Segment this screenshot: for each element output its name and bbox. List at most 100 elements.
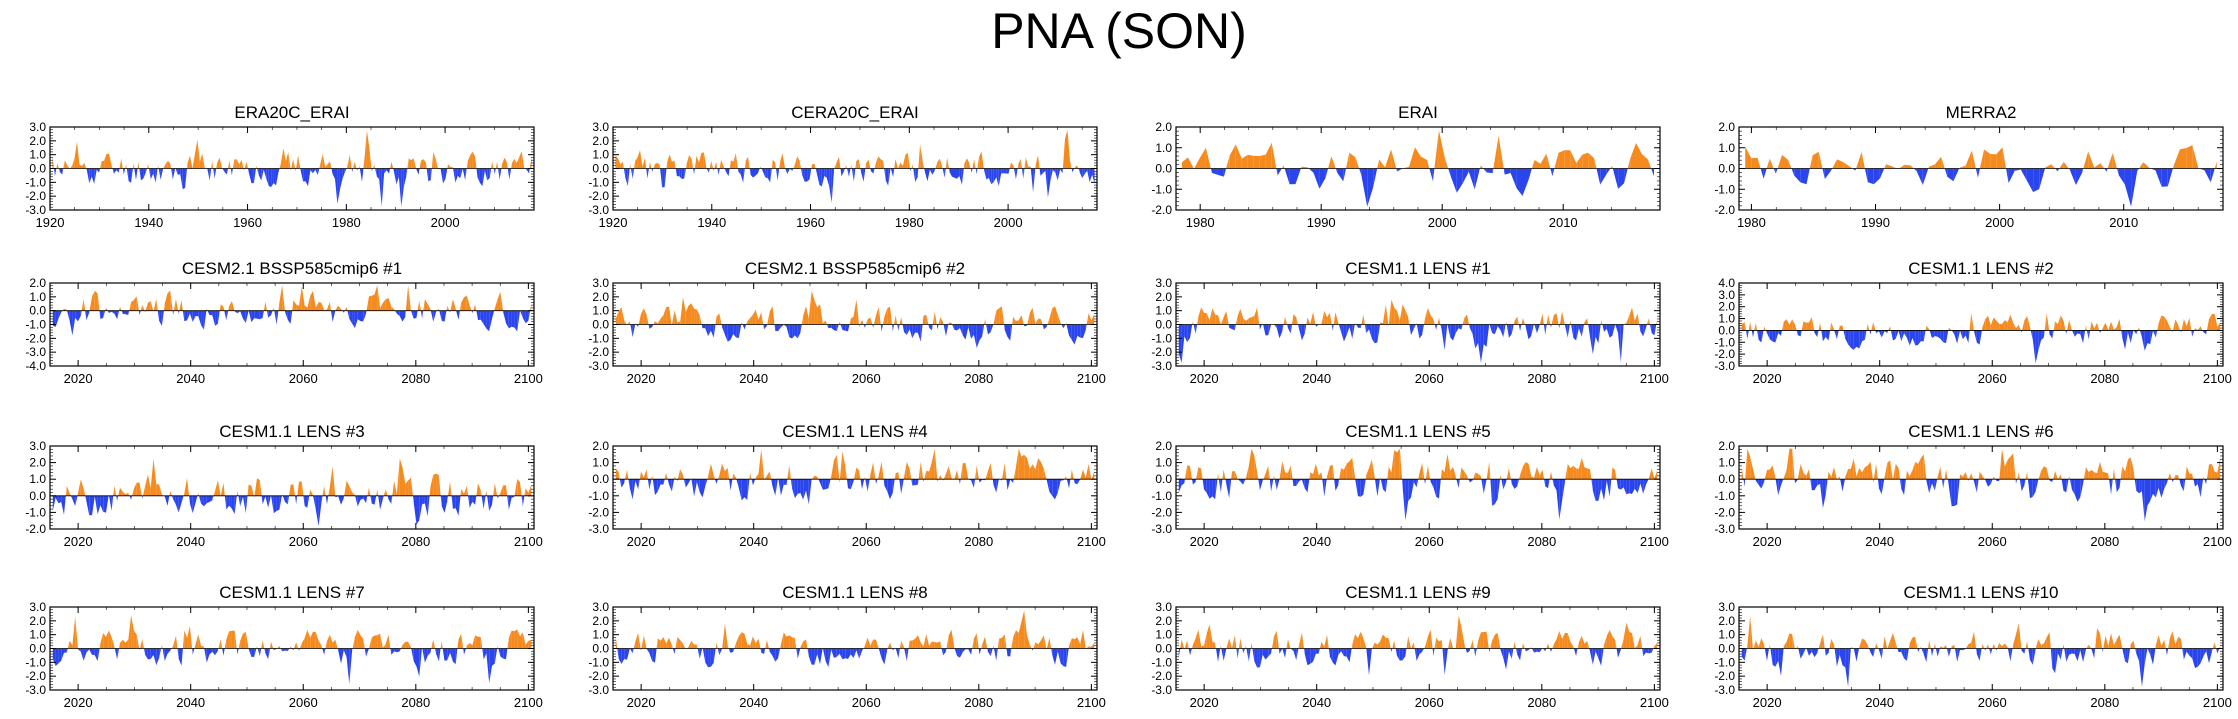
positive-area xyxy=(1462,318,1465,325)
positive-area xyxy=(2090,321,2092,331)
negative-area xyxy=(1046,324,1048,327)
negative-area xyxy=(455,648,458,665)
negative-area xyxy=(1411,479,1414,498)
negative-area xyxy=(503,648,506,660)
negative-area xyxy=(1223,648,1227,661)
negative-area xyxy=(100,310,104,319)
positive-area xyxy=(1246,465,1249,480)
y-tick-label: -1.0 xyxy=(1151,331,1172,345)
positive-area xyxy=(1993,317,1997,331)
negative-area xyxy=(2203,330,2207,335)
negative-area xyxy=(901,479,904,495)
negative-area xyxy=(240,495,243,507)
positive-area xyxy=(667,154,670,169)
positive-area xyxy=(1990,154,1997,169)
positive-area xyxy=(292,300,294,311)
positive-area xyxy=(335,305,339,311)
positive-area xyxy=(1021,315,1024,325)
negative-area xyxy=(2052,330,2054,339)
negative-area xyxy=(1069,479,1071,489)
negative-area xyxy=(655,479,658,496)
negative-area xyxy=(2195,479,2198,487)
negative-area xyxy=(1494,479,1498,505)
negative-area xyxy=(1550,324,1552,328)
positive-area xyxy=(424,299,428,311)
positive-area xyxy=(1782,321,1784,331)
positive-area xyxy=(1011,637,1014,649)
positive-area xyxy=(437,308,439,311)
negative-area xyxy=(1943,479,1945,489)
positive-area xyxy=(327,161,331,169)
negative-area xyxy=(111,310,115,314)
negative-area xyxy=(61,310,63,313)
x-tick-label: 2040 xyxy=(1302,371,1331,386)
positive-area xyxy=(2069,319,2072,331)
positive-area xyxy=(472,635,476,649)
positive-area xyxy=(1493,135,1499,169)
positive-area xyxy=(1427,159,1430,169)
negative-area xyxy=(439,310,442,321)
positive-area xyxy=(711,160,714,169)
negative-area xyxy=(64,648,67,653)
positive-area xyxy=(372,164,375,169)
negative-area xyxy=(871,168,874,174)
positive-area xyxy=(136,482,140,496)
positive-area xyxy=(1013,165,1014,169)
negative-area xyxy=(708,168,710,173)
negative-area xyxy=(883,479,885,486)
negative-area xyxy=(86,495,90,516)
positive-area xyxy=(1080,630,1083,649)
y-tick-label: 1.0 xyxy=(29,628,46,642)
positive-area xyxy=(376,489,378,496)
negative-area xyxy=(1646,479,1649,485)
negative-area xyxy=(371,495,375,505)
positive-area xyxy=(982,636,986,649)
positive-area xyxy=(635,157,638,169)
negative-area xyxy=(1052,648,1055,665)
positive-area xyxy=(863,646,865,649)
negative-area xyxy=(872,324,874,328)
negative-area xyxy=(476,168,478,178)
positive-area xyxy=(2091,470,2095,480)
negative-area xyxy=(928,324,930,328)
negative-area xyxy=(843,168,846,172)
positive-area xyxy=(2027,315,2030,331)
positive-area xyxy=(517,479,520,496)
negative-area xyxy=(206,648,210,663)
negative-area xyxy=(1761,479,1765,489)
negative-area xyxy=(2144,330,2148,351)
positive-area xyxy=(508,630,512,649)
negative-area xyxy=(299,648,300,651)
positive-area xyxy=(1035,458,1039,480)
negative-area xyxy=(923,479,925,482)
positive-area xyxy=(752,636,756,649)
negative-area xyxy=(441,495,445,513)
negative-area xyxy=(215,310,218,326)
positive-area xyxy=(2100,163,2105,169)
negative-area xyxy=(52,310,56,327)
negative-area xyxy=(740,168,744,183)
negative-area xyxy=(1033,168,1036,193)
positive-area xyxy=(934,311,937,325)
negative-area xyxy=(1492,324,1495,335)
positive-area xyxy=(2057,315,2061,331)
negative-area xyxy=(1604,324,1607,332)
positive-area xyxy=(1071,469,1074,480)
positive-area xyxy=(1285,316,1288,325)
negative-area xyxy=(128,168,132,183)
negative-area xyxy=(2191,330,2193,337)
negative-area xyxy=(113,168,117,174)
negative-area xyxy=(356,168,358,171)
x-tick-label: 2080 xyxy=(1527,371,1556,386)
negative-area xyxy=(338,495,341,505)
positive-area xyxy=(696,155,699,169)
positive-area xyxy=(1397,448,1400,480)
negative-area xyxy=(396,168,399,185)
positive-area xyxy=(507,162,508,169)
negative-area xyxy=(1573,324,1577,341)
negative-area xyxy=(1450,324,1453,341)
negative-area xyxy=(2055,168,2058,172)
positive-area xyxy=(1576,154,1583,169)
negative-area xyxy=(94,648,98,662)
negative-area xyxy=(667,479,669,485)
